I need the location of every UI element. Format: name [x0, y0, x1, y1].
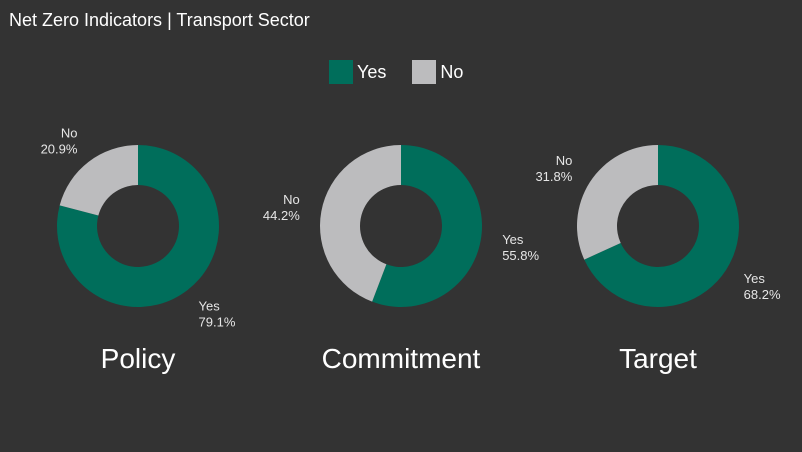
target-label-yes-category: Yes	[744, 271, 766, 286]
commitment-label-no-value: 44.2%	[263, 208, 300, 223]
target-label-no-category: No	[556, 153, 573, 168]
legend-item-no[interactable]: No	[412, 60, 463, 84]
policy-slice-yes[interactable]	[56, 145, 220, 308]
legend: Yes No	[329, 60, 489, 84]
policy-label-yes-category: Yes	[199, 298, 221, 313]
legend-swatch-yes	[329, 60, 353, 84]
commitment-label-yes-category: Yes	[502, 232, 524, 247]
legend-swatch-no	[412, 60, 437, 84]
policy-chart-title: Policy	[101, 343, 176, 374]
target-slice-no[interactable]	[577, 145, 658, 260]
legend-item-yes[interactable]: Yes	[329, 60, 386, 84]
policy-label-no-value: 20.9%	[41, 142, 78, 157]
commitment-label-no-category: No	[283, 192, 300, 207]
page-title: Net Zero Indicators | Transport Sector	[9, 10, 310, 30]
policy-label-no-category: No	[61, 126, 78, 141]
target-label-no-value: 31.8%	[535, 169, 572, 184]
commitment-label-yes-value: 55.8%	[502, 248, 539, 263]
commitment-slice-no[interactable]	[320, 145, 401, 302]
target-label-yes-value: 68.2%	[744, 287, 781, 302]
legend-label-yes: Yes	[357, 61, 387, 82]
commitment-chart-title: Commitment	[322, 343, 481, 374]
target-slice-yes[interactable]	[584, 145, 739, 308]
commitment-slice-yes[interactable]	[372, 145, 482, 307]
policy-label-yes-value: 79.1%	[199, 314, 236, 329]
target-chart-title: Target	[619, 343, 697, 374]
legend-label-no: No	[440, 61, 464, 82]
policy-slice-no[interactable]	[59, 145, 138, 216]
